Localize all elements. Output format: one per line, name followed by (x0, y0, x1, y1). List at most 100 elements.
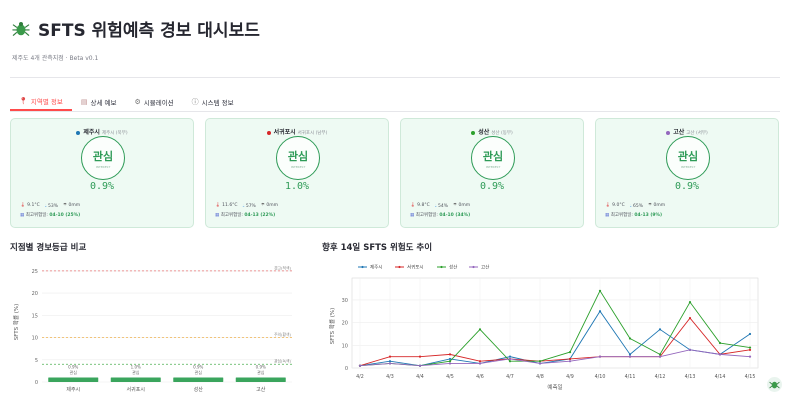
humidity: 65% (632, 204, 643, 209)
data-point (748, 346, 752, 349)
card-header: 고산 고산 (서부) (596, 127, 778, 136)
peak-risk-label: 최고위험일: (220, 213, 243, 218)
alert-level-sub: INTEREST (95, 164, 111, 169)
line-chart-title: 향후 14일 SFTS 위험도 추이 (322, 243, 433, 253)
alert-level: 관심 (92, 149, 114, 163)
plot-frame (351, 277, 759, 369)
data-point (448, 357, 452, 361)
peak-risk-label: 최고위험일: (610, 213, 633, 218)
alert-level-ring: 관심 INTEREST (276, 136, 320, 180)
data-point (748, 332, 752, 336)
station-region: 고산 (서부) (686, 131, 708, 136)
alert-level-ring: 관심 INTEREST (666, 136, 710, 180)
data-point (388, 355, 392, 358)
rainfall: 0mm (653, 203, 666, 208)
peak-risk-label: 최고위험일: (25, 213, 48, 218)
peak-risk-date: 04-10 (25%) (49, 213, 81, 218)
tick-bug-icon (769, 381, 780, 389)
y-tick-label: 15 (32, 313, 38, 319)
bar (110, 377, 161, 382)
bar-level-label: 관심 (132, 369, 140, 375)
temperature: 9.0°C (612, 203, 625, 208)
droplet-icon: 💧︎ (242, 204, 245, 209)
y-tick-label: 20 (32, 291, 38, 297)
station-name: 제주시 (83, 129, 100, 136)
calendar-icon: ▦ (20, 213, 25, 218)
calendar-icon: ▦ (215, 213, 220, 218)
droplet-icon: 💧︎ (434, 204, 437, 209)
x-tick-label: 4/6 (476, 374, 484, 380)
thermometer-icon: 🌡︎ (410, 203, 416, 208)
rainfall: 0mm (266, 203, 278, 208)
tab-detailed-forecast[interactable]: ▤ 상세 예보 (72, 92, 126, 111)
weather-row: 🌡︎ 9.0°C 💧︎ 65% ☂ 0mm (605, 203, 665, 209)
data-point (508, 355, 512, 358)
station-name: 서귀포시 (273, 129, 296, 136)
bar (173, 377, 224, 382)
data-point (718, 341, 722, 345)
threshold-label: 관심(녹색) (274, 359, 291, 364)
weather-row: 🌡︎ 11.6°C 💧︎ 57% ☂ 0mm (215, 203, 278, 209)
station-dot (666, 130, 671, 135)
data-point (688, 348, 692, 351)
station-dot (266, 130, 271, 135)
tick-bug-icon (12, 21, 30, 36)
tab-bar: 📍︎ 지역별 정보 ▤ 상세 예보 ⚙ 시뮬레이션 ⓘ 시스템 정보 (10, 92, 780, 112)
peak-risk-row: ▦ 최고위험일: 04-13 (9%) (605, 212, 662, 218)
humidity: 54% (437, 204, 448, 209)
legend-label: 고산 (481, 264, 489, 271)
legend-marker (440, 265, 443, 269)
temperature: 9.8°C (417, 203, 430, 208)
data-point (388, 362, 392, 365)
title-text: SFTS 위험예측 경보 대시보드 (38, 21, 260, 41)
sfts-percent: 0.9% (479, 181, 505, 192)
data-point (448, 353, 452, 356)
bar-value-label: 1.0% (131, 365, 141, 370)
tab-label: 시뮬레이션 (143, 98, 174, 107)
tab-regional-info[interactable]: 📍︎ 지역별 정보 (10, 92, 72, 111)
data-point (628, 355, 632, 358)
y-axis-label: SFTS 확률 (%) (12, 304, 20, 341)
data-point (568, 351, 572, 354)
app-badge[interactable] (767, 377, 782, 392)
data-point (508, 360, 512, 363)
tab-simulation[interactable]: ⚙ 시뮬레이션 (125, 92, 182, 111)
calendar-icon: ▦ (605, 213, 610, 218)
x-tick-label: 4/8 (536, 374, 544, 380)
station-card-seongsan: 성산 성산 (동부) 관심 INTEREST 0.9% 🌡︎ 9.8°C 💧︎ 5… (400, 118, 584, 228)
x-tick-label: 4/11 (625, 374, 636, 380)
series-line (359, 289, 751, 367)
threshold-label: 경고(적색) (274, 265, 291, 270)
tab-system-info[interactable]: ⓘ 시스템 정보 (183, 92, 243, 111)
data-point (598, 310, 602, 313)
peak-risk-date: 04-13 (22%) (244, 213, 276, 218)
data-point (658, 328, 662, 331)
x-tick-label: 4/2 (356, 374, 364, 380)
data-point (448, 362, 452, 365)
legend-label: 서귀포시 (407, 264, 424, 271)
y-tick-label: 25 (32, 269, 38, 275)
station-cards: 제주시 제주시 (북부) 관심 INTEREST 0.9% 🌡︎ 9.1°C 💧︎… (10, 118, 779, 228)
alert-level-bar-chart: 0 5 10 15 20 25 SFTS 확률 (%) 경고(적색) 주의(황색) 관심(녹색) 0… (12, 265, 292, 393)
rainfall: 0mm (458, 203, 471, 208)
umbrella-icon: ☂ (452, 203, 458, 208)
thermometer-icon: 🌡︎ (20, 203, 26, 208)
alert-level-sub: INTEREST (485, 164, 501, 169)
data-point (508, 357, 512, 361)
data-point (478, 328, 482, 331)
data-point (418, 364, 422, 367)
y-tick-label: 0 (345, 366, 348, 372)
y-tick-label: 10 (32, 336, 38, 342)
x-tick-label: 4/15 (745, 374, 756, 380)
alert-level: 관심 (482, 149, 504, 163)
bar-level-label: 관심 (70, 369, 78, 375)
data-point (628, 353, 632, 356)
bar-level-label: 관심 (257, 369, 265, 375)
x-axis-label: 예측일 (547, 383, 562, 391)
peak-risk-label: 최고위험일: (415, 213, 438, 218)
x-tick-label: 4/7 (506, 374, 514, 380)
humidity: 57% (245, 204, 256, 209)
sfts-percent: 0.9% (674, 181, 700, 192)
umbrella-icon: ☂ (260, 203, 265, 208)
station-name: 성산 (478, 129, 490, 136)
